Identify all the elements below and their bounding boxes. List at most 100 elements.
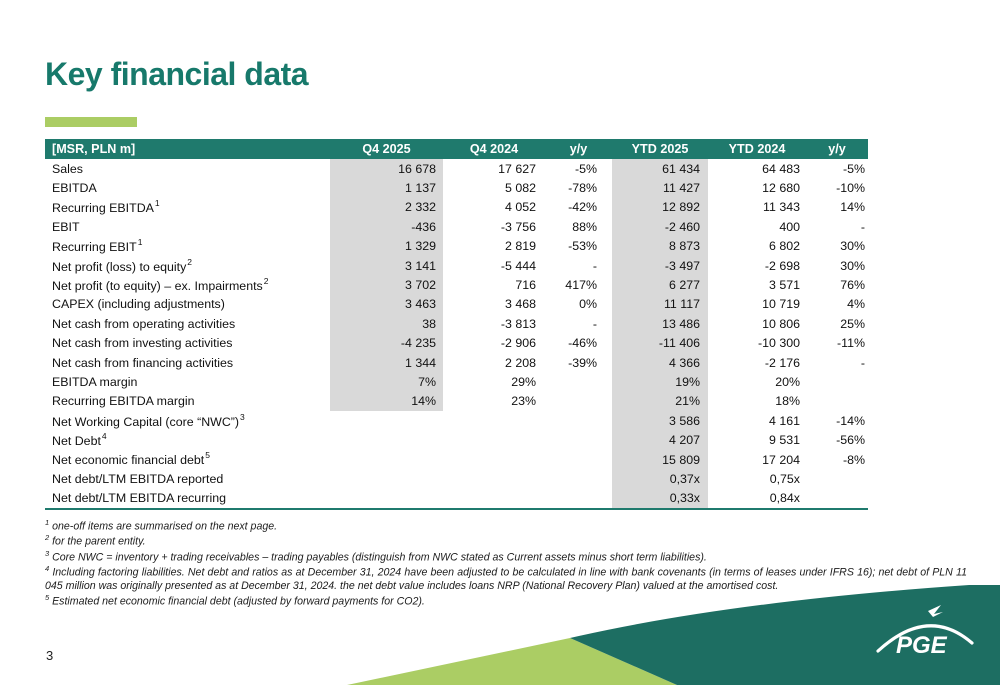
table-cell: 4 161 <box>768 413 800 428</box>
header-cell-ytd-2024: YTD 2024 <box>728 142 786 156</box>
table-cell: -11% <box>836 336 865 351</box>
table-row: Net Debt4 4 207 9 531 -56% <box>45 430 868 450</box>
row-label: Sales <box>52 161 83 176</box>
table-cell: 10 806 <box>762 316 800 331</box>
table-cell: 30% <box>840 239 865 254</box>
table-cell: 0,84x <box>769 491 800 506</box>
table-cell: -4 235 <box>330 333 443 353</box>
footnote-text: one-off items are summarised on the next… <box>49 520 278 533</box>
table-cell: 30% <box>840 258 865 273</box>
table-cell: 64 483 <box>762 161 800 176</box>
table-cell <box>545 489 612 508</box>
row-label: Net Working Capital (core “NWC”)3 <box>52 411 245 429</box>
table-row: EBIT -436 -3 756 88% -2 460 400 - <box>45 217 868 237</box>
table-cell <box>330 411 443 430</box>
table-cell <box>806 489 868 508</box>
table-cell: 12 892 <box>612 197 708 218</box>
row-label: Recurring EBITDA margin <box>52 394 195 409</box>
footnote-marker: 4 <box>101 431 107 442</box>
footnote-marker: 4 <box>45 564 50 574</box>
row-label: Net profit (to equity) – ex. Impairments… <box>52 275 269 294</box>
table-cell <box>443 411 545 430</box>
row-label: EBITDA margin <box>52 374 138 389</box>
table-row: Net cash from investing activities -4 235… <box>45 333 868 353</box>
table-cell: 1 329 <box>330 236 443 256</box>
table-cell: 11 117 <box>612 294 708 315</box>
table-cell: 10 719 <box>762 297 800 312</box>
table-cell: 1 344 <box>330 352 443 373</box>
table-cell: 6 802 <box>768 239 800 254</box>
table-cell <box>443 430 545 449</box>
table-cell: -53% <box>568 239 597 254</box>
header-cell-q4-2025: Q4 2025 <box>362 142 411 156</box>
table-cell <box>330 450 443 469</box>
table-cell: 2 332 <box>330 197 443 218</box>
table-cell: -46% <box>568 336 597 351</box>
table-row: CAPEX (including adjustments) 3 463 3 468 0… <box>45 294 868 315</box>
table-row: Recurring EBITDA margin 14% 23% 21% 18% <box>45 391 868 412</box>
table-cell: -2 698 <box>764 258 800 273</box>
table-cell: 2 208 <box>504 355 536 370</box>
table-cell: 17 627 <box>498 161 536 176</box>
table-cell: -78% <box>568 181 597 196</box>
table-cell <box>545 450 612 469</box>
table-cell: 716 <box>515 278 536 293</box>
table-cell: 3 571 <box>768 278 800 293</box>
row-label: Net debt/LTM EBITDA recurring <box>52 491 226 506</box>
table-row: Net debt/LTM EBITDA recurring 0,33x 0,84x <box>45 488 868 509</box>
row-label: Net cash from financing activities <box>52 355 234 370</box>
row-label: Net Debt4 <box>52 431 107 449</box>
table-row: Net cash from operating activities 38 -3 8… <box>45 314 868 334</box>
table-cell: 1 137 <box>330 178 443 198</box>
table-cell <box>545 411 612 430</box>
footnote-marker: 1 <box>154 198 160 209</box>
table-cell: 4 207 <box>612 430 708 450</box>
table-cell: -14% <box>836 413 865 428</box>
title-accent-bar <box>45 117 137 127</box>
table-cell: -11 406 <box>612 333 708 353</box>
table-cell <box>806 469 868 488</box>
footnote-text: Core NWC = inventory + trading receivabl… <box>49 551 707 564</box>
table-row: EBITDA margin 7% 29% 19% 20% <box>45 372 868 392</box>
row-label: Net profit (loss) to equity2 <box>52 256 193 274</box>
table-cell: 15 809 <box>612 449 708 470</box>
table-cell: - <box>592 316 597 331</box>
table-cell: 0,33x <box>612 488 708 509</box>
table-cell: 5 082 <box>504 181 536 196</box>
table-cell: 16 678 <box>330 159 443 179</box>
table-cell: -56% <box>836 433 865 448</box>
row-label: Net debt/LTM EBITDA reported <box>52 471 224 486</box>
table-cell: 9 531 <box>768 433 800 448</box>
footnote-marker: 1 <box>137 237 143 248</box>
table-cell: - <box>860 219 865 234</box>
table-cell: 19% <box>612 372 708 392</box>
table-row: Sales 16 678 17 627 -5% 61 434 64 483 -5% <box>45 159 868 179</box>
table-cell: 3 468 <box>504 297 536 312</box>
logo-text: PGE <box>896 632 948 659</box>
table-cell: 2 819 <box>504 239 536 254</box>
footnotes: 1 one-off items are summarised on the ne… <box>45 518 967 608</box>
table-cell: -10 300 <box>757 336 800 351</box>
table-cell: -436 <box>330 217 443 237</box>
table-cell: - <box>592 258 597 273</box>
table-cell: -2 460 <box>612 217 708 237</box>
table-cell: 0,75x <box>769 471 800 486</box>
row-label: Recurring EBITDA1 <box>52 198 160 216</box>
table-cell <box>443 489 545 508</box>
table-row: Net profit (loss) to equity2 3 141 -5 444 -… <box>45 255 868 276</box>
table-cell: 0,37x <box>612 469 708 489</box>
header-cell-yy-quarter: y/y <box>569 142 588 156</box>
table-cell: 12 680 <box>762 181 800 196</box>
table-cell: 4 052 <box>504 200 536 215</box>
table-header-row: [MSR, PLN m] Q4 2025 Q4 2024 y/y YTD 202… <box>45 139 868 159</box>
table-cell: 3 586 <box>612 411 708 431</box>
table-cell: 13 486 <box>612 314 708 334</box>
footnote-marker: 2 <box>45 533 50 543</box>
row-label: EBITDA <box>52 181 97 196</box>
table-cell <box>443 450 545 469</box>
bottom-decoration: PGE <box>347 585 1000 685</box>
table-cell: 14% <box>840 200 865 215</box>
table-cell <box>330 469 443 488</box>
footnote: 5 Estimated net economic financial debt … <box>45 593 967 608</box>
table-cell: 0% <box>579 297 597 312</box>
